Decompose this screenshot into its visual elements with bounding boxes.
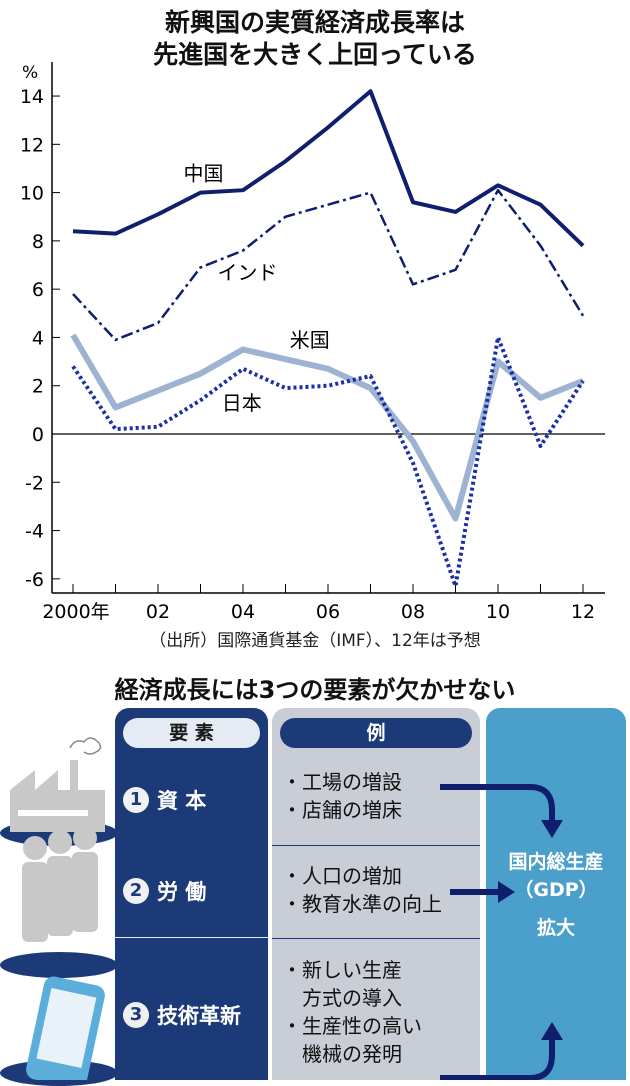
- expansion-label: 拡大: [536, 917, 575, 939]
- chart-title-line2: 先進国を大きく上回っている: [153, 40, 477, 69]
- examples-column: 例 ・工場の増設 ・店舗の増床 ・人口の増加 ・教育水準の向上 ・新しい生産 方…: [272, 708, 480, 1080]
- series-line-3: [71, 335, 585, 589]
- y-tick-label: 0: [32, 424, 44, 446]
- source-note: （出所）国際通貨基金（IMF）、12年は予想: [149, 631, 481, 651]
- y-tick-label: -2: [25, 472, 44, 494]
- x-tick-label: 04: [231, 601, 255, 623]
- row-divider: [115, 937, 268, 938]
- y-tick-label: 14: [20, 86, 44, 108]
- series-line-0: [72, 89, 585, 248]
- element-technology: 3 技術革新: [123, 1000, 241, 1030]
- number-badge: 1: [123, 787, 149, 813]
- y-tick-label: 8: [32, 231, 44, 253]
- series-label: 中国: [184, 162, 224, 186]
- examples-header: 例: [280, 718, 472, 748]
- series-line-2: [70, 333, 585, 522]
- examples-technology: ・新しい生産 方式の導入 ・生産性の高い 機械の発明: [282, 956, 422, 1068]
- element-label: 技術革新: [157, 1004, 241, 1028]
- number-badge: 2: [123, 878, 149, 904]
- examples-capital: ・工場の増設 ・店舗の増床: [282, 768, 402, 824]
- example-item: 方式の導入: [282, 986, 402, 1010]
- smartphone-icon: [26, 976, 105, 1080]
- y-tick-label: 10: [20, 183, 44, 205]
- row-icons: [10, 737, 105, 1080]
- row-divider: [115, 844, 268, 845]
- gdp-label: 国内総生産: [508, 851, 604, 873]
- elements-header: 要 素: [123, 718, 260, 748]
- element-capital: 1 資 本: [123, 785, 206, 815]
- y-tick-label: 2: [32, 376, 44, 398]
- factory-icon: [10, 737, 105, 832]
- example-item: ・店舗の増床: [282, 798, 402, 822]
- y-tick-label: -4: [25, 521, 44, 543]
- example-item: ・人口の増加: [282, 864, 402, 888]
- people-icon: [22, 826, 98, 942]
- gdp-growth-label: 国内総生産 （GDP） 拡大: [486, 848, 626, 942]
- y-tick-label: -6: [25, 569, 44, 591]
- x-tick-label: 12: [571, 601, 595, 623]
- diagram-title: 経済成長には3つの要素が欠かせない: [114, 676, 516, 704]
- y-tick-label: 4: [32, 327, 44, 349]
- element-labor: 2 労 働: [123, 876, 206, 906]
- number-badge: 3: [123, 1002, 149, 1028]
- example-item: 機械の発明: [282, 1042, 402, 1066]
- example-item: ・生産性の高い: [282, 1014, 422, 1038]
- series-label: 日本: [222, 391, 262, 415]
- example-item: ・教育水準の向上: [282, 892, 442, 916]
- examples-labor: ・人口の増加 ・教育水準の向上: [282, 862, 442, 918]
- y-tick-label: 6: [32, 279, 44, 301]
- series-label: 米国: [290, 328, 330, 352]
- series-label: インド: [218, 261, 278, 285]
- result-column: 国内総生産 （GDP） 拡大: [486, 708, 626, 1080]
- elements-column: 要 素 1 資 本 2 労 働 3 技術革新: [115, 708, 268, 1080]
- x-tick-label: 2000年: [42, 601, 109, 623]
- element-label: 労 働: [157, 880, 207, 904]
- example-item: ・新しい生産: [282, 958, 402, 982]
- gdp-abbr: （GDP）: [514, 879, 598, 901]
- series-line-1: [72, 188, 585, 342]
- x-tick-label: 02: [146, 601, 170, 623]
- x-tick-label: 06: [316, 601, 340, 623]
- row-divider: [272, 845, 480, 846]
- example-item: ・工場の増設: [282, 770, 402, 794]
- y-tick-label: 12: [20, 134, 44, 156]
- chart-title-line1: 新興国の実質経済成長率は: [164, 8, 465, 37]
- x-tick-label: 10: [486, 601, 510, 623]
- row-divider: [272, 938, 480, 939]
- y-unit-label: %: [22, 63, 38, 83]
- icon-base: [0, 952, 118, 978]
- element-label: 資 本: [157, 789, 207, 813]
- x-tick-label: 08: [401, 601, 425, 623]
